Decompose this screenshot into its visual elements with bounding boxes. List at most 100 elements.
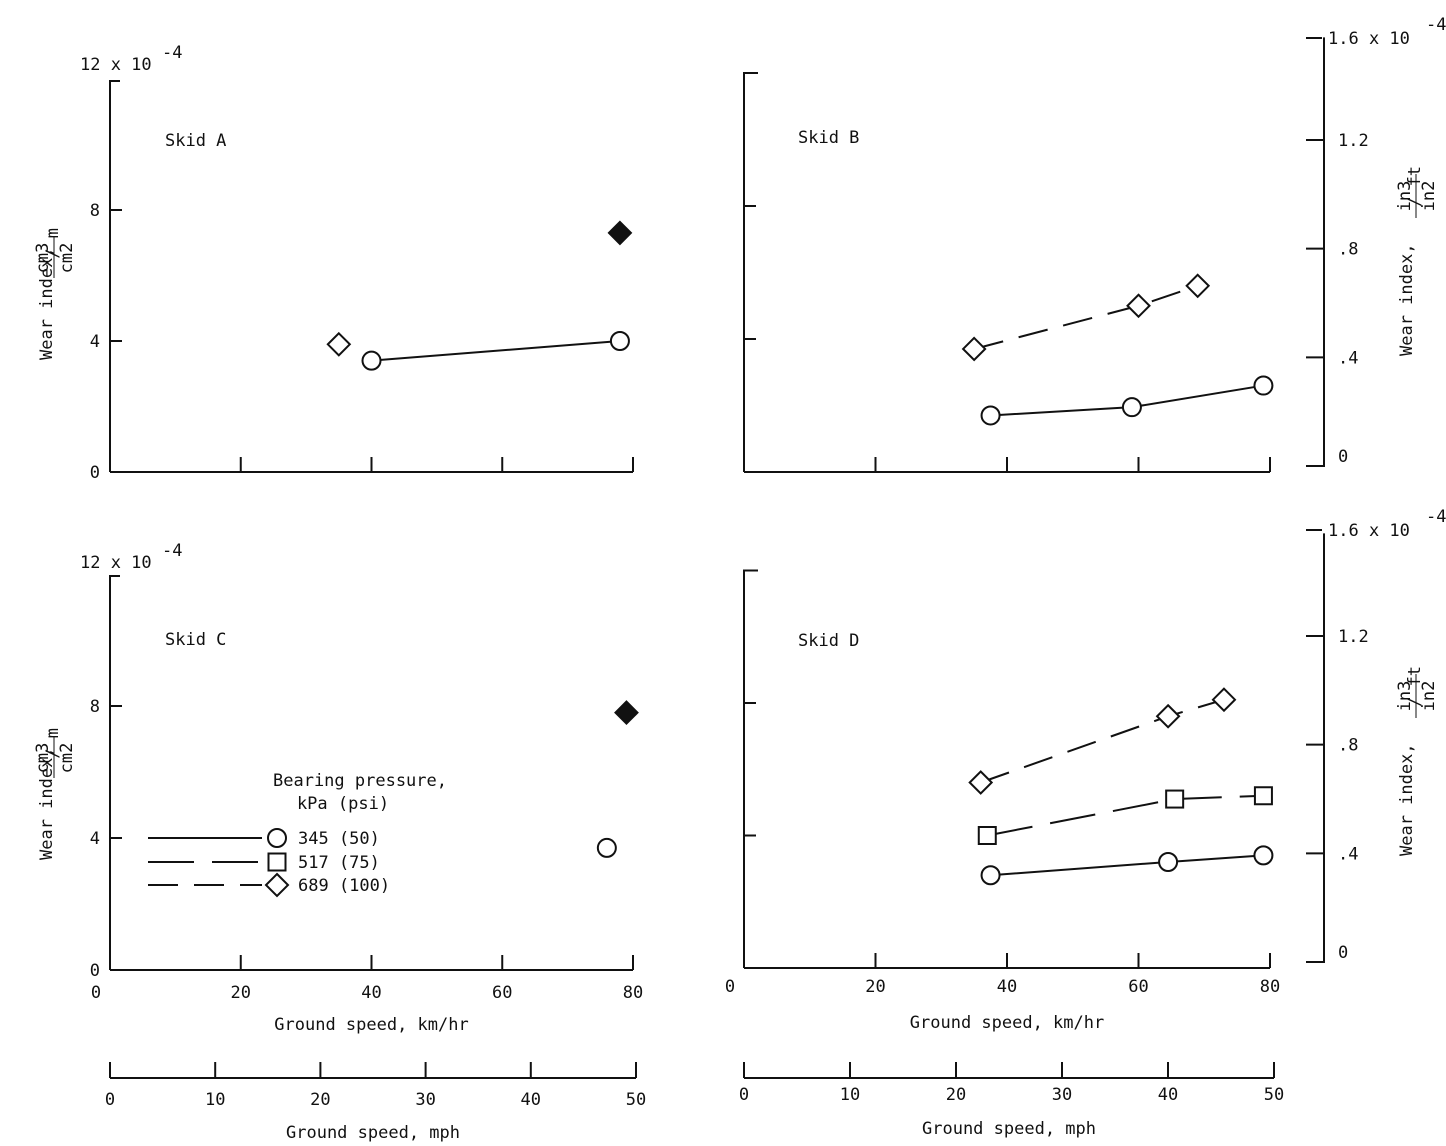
skid-d-y-axis [743, 569, 758, 968]
left-mph-label: 30 [415, 1090, 435, 1110]
skid-b-series-line [973, 284, 1198, 350]
right-mph-label: 30 [1052, 1085, 1072, 1105]
skid-d-square-marker [1165, 789, 1185, 809]
skid-d-right-unit-den: in2 [1419, 681, 1439, 712]
skid-c-kmh-label: 20 [231, 983, 251, 1003]
skid-d-series-line [990, 854, 1264, 877]
skid-a-circle-marker [609, 331, 630, 351]
skid-b-right-unit-num: in3 [1395, 181, 1415, 212]
skid-a-y-axis [109, 80, 120, 472]
legend-title-2: kPa (psi) [297, 794, 389, 814]
skid-b-right-tick-label: .4 [1338, 348, 1358, 368]
skid-d-square-marker [1253, 786, 1273, 806]
skid-c-title: Skid C [165, 630, 226, 650]
skid-d-kmh-label: 80 [1260, 977, 1280, 997]
skid-b-right-tick-label: 1.2 [1338, 131, 1369, 151]
skid-b-right-top-label: 1.6 x 10 [1328, 29, 1410, 49]
skid-d-square-marker [977, 826, 997, 845]
skid-a-circle-marker [361, 350, 382, 371]
skid-d-diamond-marker [1211, 687, 1237, 713]
skid-c-kmh-label: 40 [361, 983, 381, 1003]
left-mph-label: 0 [105, 1090, 115, 1110]
skid-d-diamond-marker [968, 770, 994, 795]
skid-c-y-unit-num: cm3 [33, 743, 53, 774]
right-mph-title: Ground speed, mph [922, 1119, 1096, 1139]
skid-b-circle-marker [1121, 397, 1142, 418]
skid-d-right-tick-label: .4 [1338, 844, 1358, 864]
axes-layer [53, 37, 1417, 1079]
skid-c-diamond-marker [614, 700, 639, 726]
skid-c-y-top-label: 12 x 10 [80, 553, 152, 573]
skid-c-y-top-exp: -4 [162, 541, 182, 561]
skid-d-right-axis [1306, 533, 1325, 963]
skid-b-circle-marker [1253, 375, 1274, 396]
skid-a-diamond-marker [607, 220, 633, 246]
labels-layer: Skid A 0 4 8 Skid B 0 .4 .8 1.2 1.6 x 10 -4 Skid C 0… [33, 15, 1446, 1143]
skid-d-right-tick-label: 0 [1338, 943, 1348, 963]
legend-diamond-icon [264, 872, 290, 898]
skid-a-y-tick-label: 0 [90, 463, 100, 483]
skid-d-circle-marker [1253, 845, 1274, 866]
left-mph-label: 20 [310, 1090, 330, 1110]
right-mph-label: 10 [840, 1085, 860, 1105]
left-mph-label: 50 [626, 1090, 646, 1110]
right-mph-label: 0 [739, 1085, 749, 1105]
left-mph-label: 40 [521, 1090, 541, 1110]
skid-d-circle-marker [980, 865, 1001, 886]
skid-c-circle-marker [596, 837, 617, 858]
skid-c-y-tick-label: 4 [90, 829, 100, 849]
skid-d-kmh-label: 0 [725, 977, 735, 997]
skid-d-series-line [980, 698, 1225, 784]
skid-c-y-unit-den: cm2 [57, 743, 77, 774]
skid-d-kmh-label: 20 [865, 977, 885, 997]
skid-b-right-tick-label: 0 [1338, 447, 1348, 467]
skid-a-y-unit-num: cm3 [33, 243, 53, 274]
legend-label-circle: 345 (50) [298, 829, 380, 849]
skid-d-right-unit-tail: / ft [1405, 666, 1425, 707]
skid-c-kmh-label: 60 [492, 983, 512, 1003]
skid-d-kmh-label: 60 [1128, 977, 1148, 997]
legend-label-diamond: 689 (100) [298, 876, 390, 896]
skid-c-y-unit-tail: / m [43, 728, 63, 759]
skid-b-right-tick-label: .8 [1338, 240, 1358, 260]
skid-b-diamond-marker [1185, 273, 1211, 299]
skid-c-kmh-label: 0 [91, 983, 101, 1003]
skid-d-series-line [987, 794, 1264, 837]
skid-b-right-axis [1306, 37, 1325, 467]
legend-label-square: 517 (75) [298, 853, 380, 873]
skid-a-y-title: Wear index, [37, 247, 57, 360]
skid-d-right-top-exp: -4 [1426, 507, 1446, 527]
skid-a-y-tick-label: 8 [90, 201, 100, 221]
legend-title-1: Bearing pressure, [273, 771, 447, 791]
skid-a-diamond-marker [326, 331, 352, 357]
skid-c-y-tick-label: 8 [90, 697, 100, 717]
legend-circle-icon [267, 828, 287, 848]
skid-d-right-tick-label: 1.2 [1338, 627, 1369, 647]
skid-c-kmh-title: Ground speed, km/hr [274, 1015, 468, 1035]
skid-d-title: Skid D [798, 631, 859, 651]
skid-c-y-title: Wear index, [37, 747, 57, 860]
skid-d-right-unit-num: in3 [1395, 681, 1415, 712]
skid-b-right-unit-den: in2 [1419, 181, 1439, 212]
skid-d-right-tick-label: .8 [1338, 736, 1358, 756]
right-mph-label: 40 [1158, 1085, 1178, 1105]
skid-b-title: Skid B [798, 128, 859, 148]
skid-c-y-axis [109, 575, 120, 970]
skid-b-circle-marker [980, 405, 1001, 426]
skid-d-kmh-title: Ground speed, km/hr [910, 1013, 1104, 1033]
skid-b-right-title: Wear index, [1397, 243, 1417, 356]
skid-d-circle-marker [1158, 852, 1179, 872]
left-mph-title: Ground speed, mph [286, 1123, 460, 1143]
skid-d-right-top-label: 1.6 x 10 [1328, 521, 1410, 541]
skid-d-right-title: Wear index, [1397, 743, 1417, 856]
right-mph-label: 50 [1264, 1085, 1284, 1105]
skid-b-right-top-exp: -4 [1426, 15, 1446, 35]
right-mph-label: 20 [946, 1085, 966, 1105]
skid-b-diamond-marker [961, 336, 987, 362]
skid-d-kmh-label: 40 [997, 977, 1017, 997]
legend-square-icon [267, 852, 287, 872]
skid-b-right-unit-tail: / ft [1405, 166, 1425, 207]
data-markers-layer [264, 220, 1274, 898]
skid-a-y-top-exp: -4 [162, 43, 182, 63]
